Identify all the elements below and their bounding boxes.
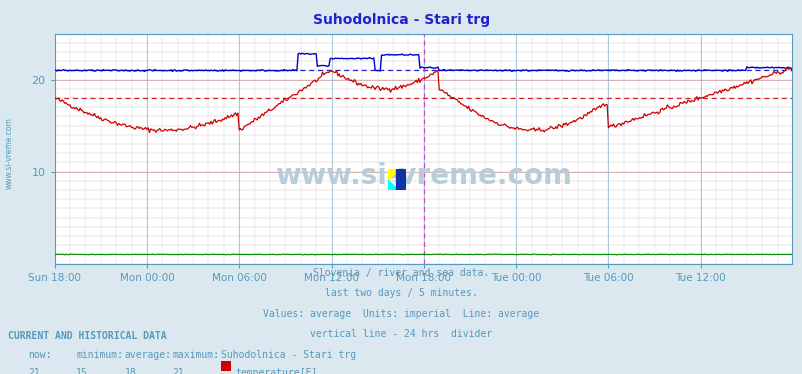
Polygon shape: [395, 169, 405, 190]
Text: Suhodolnica - Stari trg: Suhodolnica - Stari trg: [313, 13, 489, 27]
Polygon shape: [387, 180, 397, 190]
Text: www.si-vreme.com: www.si-vreme.com: [5, 117, 14, 189]
Text: maximum:: maximum:: [172, 350, 220, 361]
Text: Values: average  Units: imperial  Line: average: Values: average Units: imperial Line: av…: [263, 309, 539, 319]
Text: average:: average:: [124, 350, 172, 361]
Text: vertical line - 24 hrs  divider: vertical line - 24 hrs divider: [310, 329, 492, 339]
Polygon shape: [387, 169, 397, 180]
Text: CURRENT AND HISTORICAL DATA: CURRENT AND HISTORICAL DATA: [8, 331, 167, 341]
Text: now:: now:: [28, 350, 51, 361]
Text: Slovenia / river and sea data.: Slovenia / river and sea data.: [313, 268, 489, 278]
Text: last two days / 5 minutes.: last two days / 5 minutes.: [325, 288, 477, 298]
Text: temperature[F]: temperature[F]: [235, 368, 317, 374]
Text: Suhodolnica - Stari trg: Suhodolnica - Stari trg: [221, 350, 355, 361]
Text: 21: 21: [28, 368, 40, 374]
Text: www.si-vreme.com: www.si-vreme.com: [274, 162, 571, 190]
Text: 15: 15: [76, 368, 88, 374]
Text: 18: 18: [124, 368, 136, 374]
Text: 21: 21: [172, 368, 184, 374]
Text: minimum:: minimum:: [76, 350, 124, 361]
